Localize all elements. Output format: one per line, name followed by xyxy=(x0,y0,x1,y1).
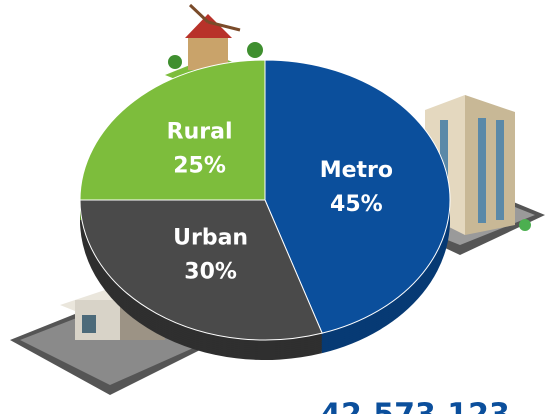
labels: Metro 45% Urban 30% Rural 25% xyxy=(167,120,393,285)
slice-value: 25% xyxy=(173,154,226,179)
slice-value: 45% xyxy=(330,192,383,217)
slice-label: Urban xyxy=(173,226,248,251)
slice xyxy=(79,59,266,201)
slice xyxy=(79,199,323,341)
slice-label: Metro xyxy=(320,158,393,183)
pie xyxy=(79,59,451,361)
total-annotation: 42,573,123 xyxy=(320,398,510,414)
slice-label: Rural xyxy=(167,120,233,145)
slice-value: 30% xyxy=(184,260,237,285)
slice xyxy=(264,59,451,334)
